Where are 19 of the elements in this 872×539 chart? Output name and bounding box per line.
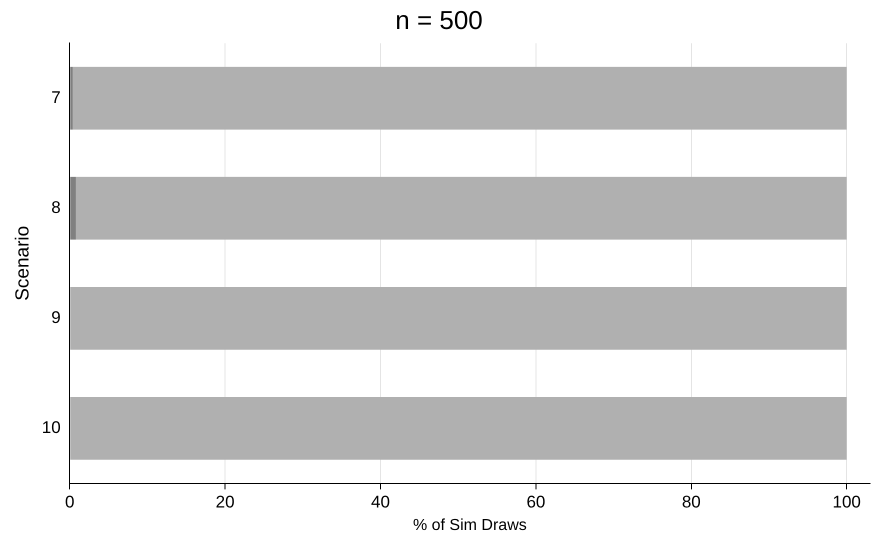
bar	[70, 397, 847, 460]
chart-title: n = 500	[395, 4, 483, 35]
x-tick-label: 0	[64, 492, 74, 512]
bar	[70, 66, 73, 130]
y-tick-label: 8	[51, 198, 61, 217]
y-tick-label: 9	[51, 308, 61, 328]
y-tick-label: 10	[42, 418, 61, 438]
x-tick-label: 60	[526, 492, 546, 512]
y-axis-title: Scenario	[12, 226, 34, 301]
x-tick-label: 100	[832, 492, 861, 512]
x-tick-label: 40	[371, 492, 390, 512]
bar	[70, 286, 847, 350]
x-tick-label: 80	[682, 492, 701, 512]
bar	[76, 176, 847, 240]
bar	[72, 66, 847, 130]
x-axis-title: % of Sim Draws	[412, 516, 527, 534]
y-tick-label: 7	[51, 88, 61, 107]
x-tick-label: 20	[216, 492, 235, 512]
bar	[70, 176, 76, 240]
